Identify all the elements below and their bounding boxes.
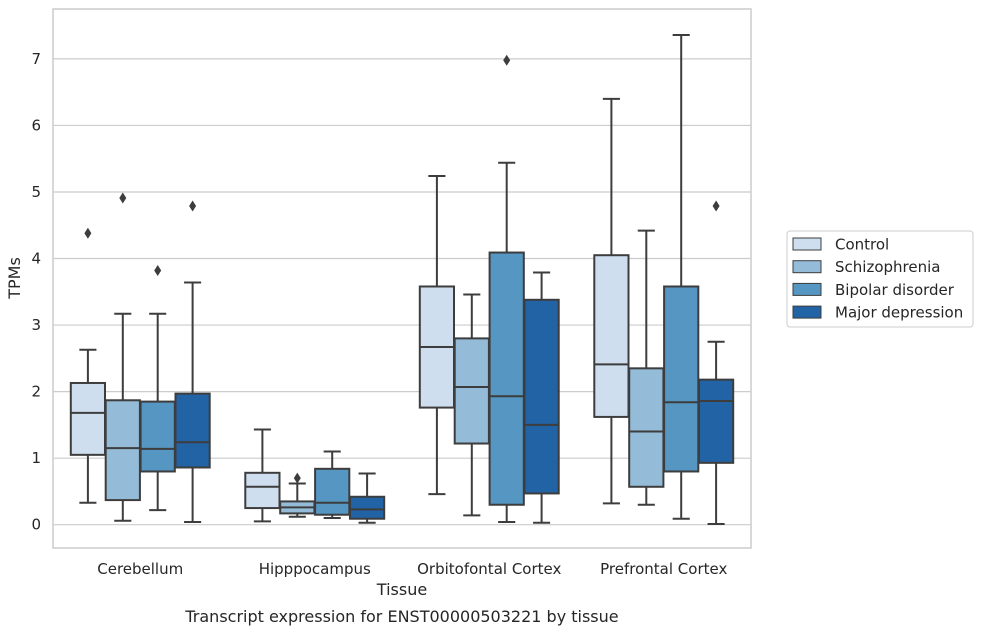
box-major-depression [697, 200, 735, 526]
legend-swatch [792, 305, 822, 319]
box-bipolar-disorder [663, 33, 700, 520]
legend-swatch [792, 282, 822, 296]
outlier-point [293, 472, 301, 484]
box-schizophrenia [104, 192, 141, 522]
y-tick-label: 3 [31, 316, 41, 334]
y-tick-labels: 0 1 2 3 4 5 6 7 [31, 50, 41, 534]
box-control [244, 428, 281, 523]
legend-frame [786, 230, 974, 328]
outlier-point [119, 192, 127, 204]
box-control [69, 227, 107, 504]
legend-swatch [792, 237, 822, 251]
iqr-box [523, 298, 560, 495]
x-tick-label: Prefrontal Cortex [600, 560, 727, 578]
iqr-box [453, 337, 490, 445]
legend-label: Major depression [835, 304, 963, 322]
box-major-depression [348, 472, 386, 524]
y-tick-label: 5 [31, 183, 41, 201]
legend-swatch [792, 260, 822, 274]
box-control [418, 175, 456, 496]
x-tick-label: Orbitofontal Cortex [417, 560, 561, 578]
box-schizophrenia [628, 229, 665, 506]
y-tick-label: 4 [31, 250, 41, 268]
box-major-depression [523, 271, 560, 524]
iqr-box [628, 367, 665, 488]
iqr-box [348, 495, 386, 520]
x-tick-label: Hipppocampus [259, 560, 371, 578]
box-schizophrenia [279, 472, 316, 518]
iqr-box [488, 251, 525, 506]
iqr-box [69, 381, 107, 456]
y-axis-title: TPMs [5, 257, 24, 300]
box-layer [69, 33, 735, 526]
iqr-box [314, 467, 351, 516]
legend-label: Schizophrenia [835, 258, 940, 276]
outlier-point [154, 265, 162, 277]
iqr-box [244, 471, 281, 510]
outlier-point [712, 200, 720, 212]
y-tick-label: 2 [31, 383, 41, 401]
iqr-box [697, 378, 735, 464]
box-bipolar-disorder [314, 450, 351, 520]
x-tick-labels: Cerebellum Hipppocampus Orbitofontal Corte… [97, 560, 727, 578]
outlier-point [503, 54, 511, 66]
iqr-box [174, 392, 211, 469]
y-tick-label: 6 [31, 116, 41, 134]
iqr-box [139, 400, 176, 473]
chart-caption: Transcript expression for ENST0000050322… [184, 607, 618, 626]
iqr-box [663, 285, 700, 473]
x-tick-label: Cerebellum [97, 560, 183, 578]
y-tick-label: 0 [31, 516, 41, 534]
legend-label: Control [835, 236, 889, 254]
iqr-box [593, 254, 630, 418]
box-major-depression [174, 200, 211, 524]
box-bipolar-disorder [139, 265, 176, 512]
outlier-point [84, 227, 92, 239]
legend: Control Schizophrenia Bipolar disorder Majo… [786, 230, 974, 328]
legend-label: Bipolar disorder [835, 281, 955, 299]
iqr-box [104, 399, 141, 502]
x-axis-title: Tissue [376, 580, 427, 599]
y-tick-label: 7 [31, 50, 41, 68]
outlier-point [189, 200, 197, 212]
box-bipolar-disorder [488, 54, 525, 524]
box-schizophrenia [453, 293, 490, 517]
box-control [593, 97, 630, 505]
plot-frame [52, 8, 752, 549]
y-tick-label: 1 [31, 449, 41, 467]
